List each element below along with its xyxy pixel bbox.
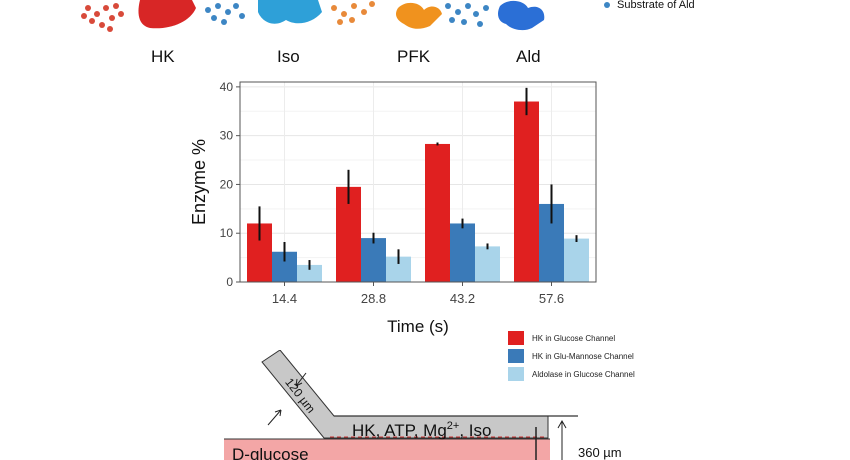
channel-height-label: 360 µm — [578, 445, 622, 460]
arrow-upper-shaft — [295, 372, 307, 387]
arrow-lower-head-icon — [274, 409, 282, 417]
iso-enzyme-shape — [258, 0, 322, 24]
enzyme-label-hk: HK — [151, 47, 175, 66]
channel-contents-label: HK, ATP, Mg2+, Iso — [352, 420, 491, 440]
ald-substrate-dots — [445, 3, 489, 27]
hk-enzyme-shape — [138, 0, 196, 29]
ald-enzyme-shape — [498, 0, 545, 31]
x-tick-label: 28.8 — [361, 291, 386, 306]
ald-substrate-legend-label: Substrate of Ald — [617, 0, 695, 11]
enzyme-graphics-strip — [81, 0, 610, 32]
microfluidic-channel-diagram: 120 µm HK, ATP, Mg2+, Iso D-glucose 360 … — [224, 350, 622, 460]
legend-item-aldolase-glucose: Aldolase in Glucose Channel — [508, 367, 635, 381]
arrow-lower-shaft — [267, 409, 282, 426]
y-tick-label: 0 — [226, 275, 233, 289]
x-tick-label: 43.2 — [450, 291, 475, 306]
height-arrow-head-icon — [557, 419, 567, 429]
enzyme-label-ald: Ald — [516, 47, 541, 66]
legend-swatch-hk-glucose — [508, 331, 524, 345]
bar-aldolase-in-glucose-channel-57-6 — [564, 238, 589, 282]
pfk-enzyme-shape — [396, 2, 442, 29]
legend-label-hk-glu-mannose: HK in Glu-Mannose Channel — [532, 351, 634, 361]
bar-aldolase-in-glucose-channel-43-2 — [475, 246, 500, 282]
legend-item-hk-glu-mannose: HK in Glu-Mannose Channel — [508, 349, 634, 363]
legend-label-aldolase-glucose: Aldolase in Glucose Channel — [532, 369, 635, 379]
pfk-substrate-dots — [331, 1, 375, 25]
channel-contents-suffix: , Iso — [459, 421, 491, 440]
pink-channel — [224, 439, 550, 460]
substrate-label: D-glucose — [232, 445, 309, 460]
enzyme-label-iso: Iso — [277, 47, 300, 66]
chart-ticks: 0 10 20 30 40 14.4 28.8 43.2 57.6 — [220, 80, 565, 306]
x-tick-label: 14.4 — [272, 291, 297, 306]
bar-hk-in-glu-mannose-channel-28-8 — [361, 238, 386, 282]
iso-substrate-dots — [205, 3, 245, 25]
plot-frame — [239, 81, 597, 283]
y-axis-label: Enzyme % — [189, 139, 209, 225]
bar-aldolase-in-glucose-channel-14-4 — [297, 264, 322, 282]
enzyme-label-pfk: PFK — [397, 47, 431, 66]
hk-substrate-dots — [81, 3, 124, 32]
y-tick-label: 10 — [220, 226, 234, 240]
channel-contents-main: HK, ATP, Mg — [352, 421, 447, 440]
x-tick-label: 57.6 — [539, 291, 564, 306]
arrow-upper-head-icon — [295, 378, 303, 387]
enzyme-bar-chart: 0 10 20 30 40 14.4 28.8 43.2 57.6 Enzyme % Time … — [189, 80, 597, 336]
chart-error-bars — [258, 87, 578, 270]
y-tick-label: 30 — [220, 129, 234, 143]
bar-hk-in-glu-mannose-channel-43-2 — [450, 223, 475, 282]
bar-hk-in-glucose-channel-57-6 — [514, 101, 539, 282]
bar-hk-in-glucose-channel-43-2 — [425, 143, 450, 282]
legend-label-hk-glucose: HK in Glucose Channel — [532, 333, 616, 343]
x-axis-label: Time (s) — [387, 317, 449, 336]
legend-swatch-aldolase-glucose — [508, 367, 524, 381]
y-tick-label: 40 — [220, 80, 234, 94]
legend-item-hk-glucose: HK in Glucose Channel — [508, 331, 615, 345]
legend-swatch-hk-glu-mannose — [508, 349, 524, 363]
channel-contents-superscript: 2+ — [447, 420, 460, 432]
chart-bars — [247, 101, 589, 282]
y-tick-label: 20 — [220, 177, 234, 191]
ald-substrate-legend-dot — [604, 2, 610, 8]
